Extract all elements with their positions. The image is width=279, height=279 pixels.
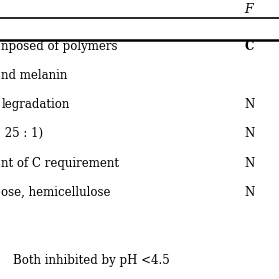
Text: N: N [244, 128, 254, 140]
Text: nposed of polymers: nposed of polymers [1, 40, 118, 52]
Text: nd melanin: nd melanin [1, 69, 68, 82]
Text: ose, hemicellulose: ose, hemicellulose [1, 186, 111, 199]
Text: C: C [244, 40, 254, 52]
Text: nt of C requirement: nt of C requirement [1, 157, 119, 170]
Text: N: N [244, 186, 254, 199]
Text: 25 : 1): 25 : 1) [1, 128, 44, 140]
Text: legradation: legradation [1, 98, 70, 111]
Text: N: N [244, 98, 254, 111]
Text: Both inhibited by pH <4.5: Both inhibited by pH <4.5 [13, 254, 169, 267]
Text: N: N [244, 157, 254, 170]
Text: F: F [244, 3, 253, 16]
